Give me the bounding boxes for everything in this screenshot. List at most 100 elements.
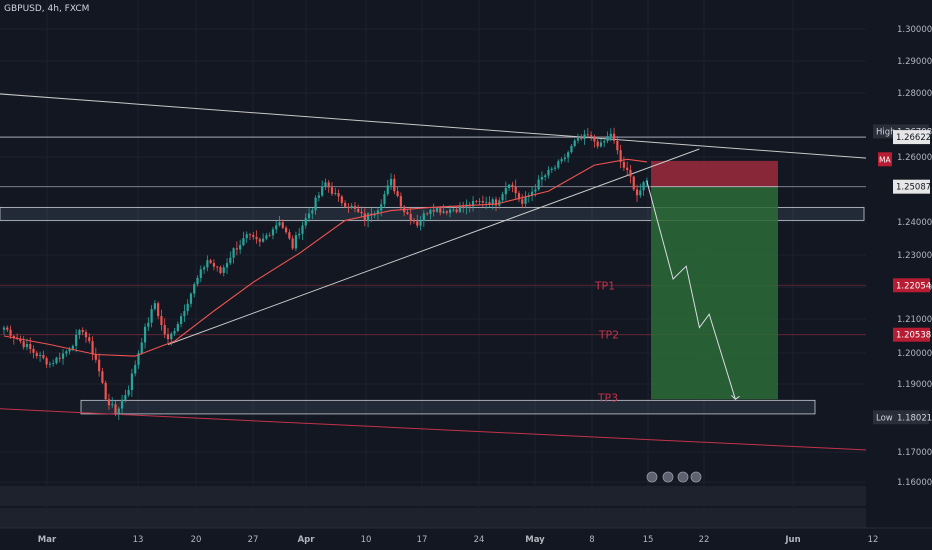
candle-body: [406, 212, 409, 214]
candle-body: [104, 382, 107, 400]
candle-body: [353, 205, 357, 209]
candle-body: [478, 200, 481, 202]
candle-body: [639, 190, 642, 196]
candle-body: [9, 329, 12, 336]
candle-body: [383, 194, 386, 205]
candle-body: [580, 138, 583, 140]
candle-body: [337, 193, 340, 197]
candle-body: [120, 399, 124, 409]
candle-body: [376, 210, 380, 214]
candle-body: [183, 311, 186, 317]
event-icon: [677, 471, 689, 483]
candle-body: [455, 209, 458, 212]
candle-body: [504, 188, 507, 195]
time-axis[interactable]: Mar 13 20 27 Apr 10 17 24 May 8 15 22 Jun 12: [0, 527, 932, 550]
candle-body: [114, 404, 117, 414]
time-tick-label: 17: [417, 535, 428, 545]
candle-body: [462, 206, 465, 208]
symbol-title: GBPUSD, 4h, FXCM: [4, 4, 90, 14]
candle-body: [71, 345, 74, 350]
time-tick-label: 22: [699, 535, 710, 545]
candle-body: [340, 196, 343, 203]
candle-body: [22, 341, 25, 348]
candle-body: [166, 334, 170, 340]
candle-body: [416, 221, 419, 226]
candle-body: [432, 209, 435, 212]
candle-body: [324, 182, 327, 187]
marker-tag: [893, 327, 930, 342]
candle-body: [622, 161, 626, 168]
candle-body: [501, 194, 504, 201]
candle-body: [232, 248, 235, 258]
take-profit-zone: [651, 186, 778, 400]
price-tick-label: 1.16000: [897, 478, 932, 488]
candle-body: [65, 351, 68, 354]
price-tick-label: 1.28000: [897, 89, 932, 99]
time-tick-label: 20: [191, 535, 202, 545]
projection-path[interactable]: [646, 181, 740, 400]
candle-body: [560, 159, 563, 162]
candle-body: [540, 176, 544, 180]
descending-resistance: [0, 93, 874, 160]
stop-loss-zone: [651, 160, 778, 187]
marker-tag: [873, 410, 929, 425]
indicator-pane: [0, 508, 866, 528]
candle-body: [593, 136, 596, 142]
candle-body: [514, 186, 517, 194]
candle-body: [117, 408, 120, 414]
candle-body: [488, 202, 491, 205]
candle-body: [258, 239, 261, 242]
time-tick-label: Apr: [298, 535, 316, 545]
candle-body: [619, 150, 622, 162]
candle-body: [485, 202, 488, 204]
ma-label: MA: [879, 155, 891, 164]
price-axis[interactable]: 1.30000 1.29000 1.28000 1.26000 1.24000 1.230…: [866, 0, 932, 528]
candle-body: [170, 333, 173, 340]
marker-value: 1.25087: [896, 183, 931, 193]
time-tick-label: 24: [474, 535, 485, 545]
indicator-pane: [0, 486, 866, 506]
candle-body: [88, 337, 91, 342]
candle-body: [465, 204, 468, 208]
candle-body: [19, 338, 22, 342]
projection-line: [646, 181, 736, 400]
candle-body: [317, 195, 320, 198]
time-tick-label: 12: [868, 535, 879, 545]
candle-body: [160, 316, 163, 326]
price-tick-label: 1.24000: [897, 218, 932, 228]
candle-body: [48, 363, 52, 365]
candle-body: [563, 157, 566, 160]
candle-body: [255, 237, 258, 240]
candle-body: [458, 206, 462, 212]
candle-body: [157, 303, 160, 317]
candle-body: [84, 332, 88, 338]
candle-body: [153, 303, 156, 310]
candle-body: [6, 327, 9, 330]
candle-body: [130, 373, 134, 390]
price-tick-label: 1.23000: [897, 251, 932, 261]
marker-value: 1.26622: [896, 133, 931, 143]
marker-tag: [893, 278, 930, 293]
candle-body: [35, 352, 38, 357]
candle-body: [98, 359, 101, 372]
candle-body: [91, 341, 94, 355]
candle-body: [281, 222, 284, 228]
price-tick-label: 1.20000: [897, 349, 932, 359]
short-position[interactable]: [651, 160, 778, 400]
candle-body: [389, 178, 393, 186]
candle-body: [186, 303, 189, 312]
candle-body: [12, 335, 15, 338]
candle-body: [570, 145, 573, 153]
candle-body: [235, 248, 238, 250]
candle-body: [55, 357, 58, 364]
candle-body: [363, 213, 366, 221]
candle-body: [193, 284, 196, 294]
candle-body: [475, 201, 478, 202]
candle-body: [567, 152, 570, 158]
candle-body: [347, 206, 350, 208]
trendlines[interactable]: [0, 85, 874, 451]
candle-body: [271, 229, 275, 236]
